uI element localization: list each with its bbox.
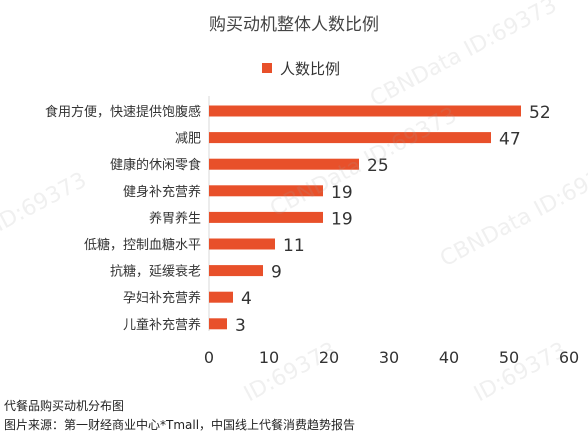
bar [209,185,323,197]
category-label: 食用方便，快速提供饱腹感 [45,104,201,120]
x-tick-label: 10 [259,348,279,367]
x-tick-label: 60 [559,348,579,367]
legend-swatch [262,63,272,73]
caption-title: 代餐品购买动机分布图 [4,399,125,413]
category-label: 健康的休闲零食 [110,157,201,173]
bar [209,132,491,144]
data-label: 11 [283,236,305,256]
bar [209,238,275,250]
chart-title: 购买动机整体人数比例 [209,15,379,35]
data-label: 3 [235,316,246,336]
data-label: 19 [331,183,353,203]
bar [209,318,227,330]
bar [209,158,359,170]
data-label: 25 [367,156,389,176]
data-label: 9 [271,263,282,283]
bar [209,265,263,277]
caption-source: 图片来源：第一财经商业中心*Tmall，中国线上代餐消费趋势报告 [4,418,356,432]
bar [209,291,233,303]
category-label: 儿童补充营养 [123,317,201,333]
category-label: 养胃养生 [149,210,201,226]
chart-legend: 人数比例 [262,58,340,78]
bar [209,211,323,223]
x-tick-label: 30 [379,348,399,367]
category-label: 低糖，控制血糖水平 [84,237,201,253]
x-tick-label: 50 [499,348,519,367]
category-label: 抗糖，延缓衰老 [110,264,201,280]
data-label: 19 [331,209,353,229]
data-label: 47 [499,130,521,150]
x-tick-label: 40 [439,348,459,367]
category-label: 孕妇补充营养 [123,290,201,306]
data-label: 52 [529,103,551,123]
data-label: 4 [241,289,252,309]
category-label: 减肥 [175,132,201,147]
category-label: 健身补充营养 [123,184,201,200]
x-tick-label: 0 [204,348,214,367]
bar [209,105,521,117]
x-tick-label: 20 [319,348,339,367]
legend-label: 人数比例 [280,59,341,78]
